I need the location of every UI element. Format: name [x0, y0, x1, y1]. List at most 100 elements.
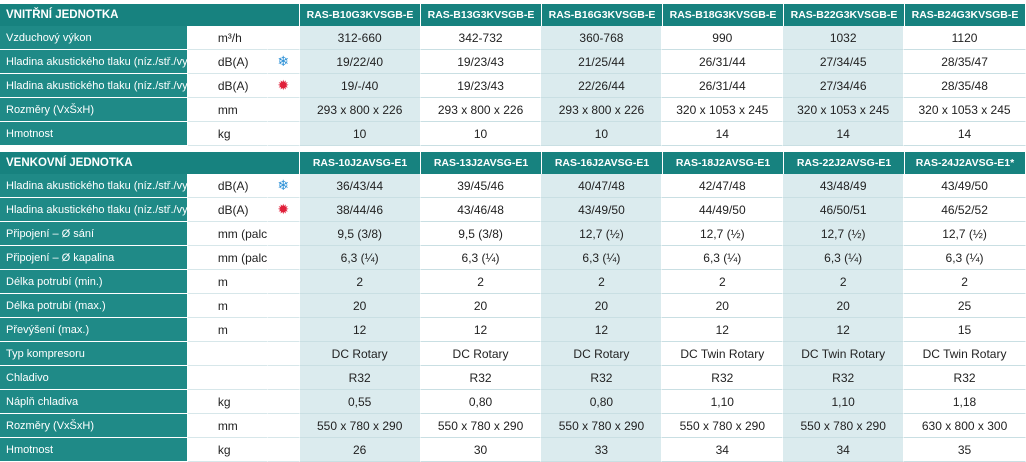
- row-unit: mm (palce): [187, 222, 268, 246]
- row-label: Rozměry (VxŠxH): [0, 414, 188, 438]
- value-cell: 12: [420, 318, 542, 342]
- value-cell: 42/47/48: [662, 174, 784, 198]
- snowflake-icon: ❄: [267, 50, 300, 74]
- value-cell: 990: [662, 26, 784, 50]
- value-cell: 19/-/40: [299, 74, 421, 98]
- row-label: Připojení – Ø kapalina: [0, 246, 188, 270]
- icon-cell: [267, 26, 300, 50]
- outdoor-model-1: RAS-10J2AVSG-E1: [300, 152, 421, 174]
- value-cell: 36/43/44: [299, 174, 421, 198]
- icon-cell: [267, 342, 300, 366]
- row-unit: kg: [187, 438, 268, 462]
- row-unit: mm: [187, 414, 268, 438]
- indoor-body: Vzduchový výkon m³/h 312-660 342-732 360-768…: [0, 26, 1026, 146]
- table-row: Převýšení (max.) m 12 12 12 12 12 15: [0, 318, 1026, 342]
- row-unit: mm: [187, 98, 268, 122]
- value-cell: 293 x 800 x 226: [541, 98, 663, 122]
- row-unit: kg: [187, 122, 268, 146]
- outdoor-body: Hladina akustického tlaku (níz./stř./vys…: [0, 174, 1026, 462]
- row-label: Typ kompresoru: [0, 342, 188, 366]
- row-unit: dB(A): [187, 174, 268, 198]
- row-label: Připojení – Ø sání: [0, 222, 188, 246]
- row-unit: m³/h: [187, 26, 268, 50]
- outdoor-model-5: RAS-22J2AVSG-E1: [784, 152, 905, 174]
- value-cell: DC Twin Rotary: [662, 342, 784, 366]
- value-cell: 14: [662, 122, 784, 146]
- value-cell: 14: [904, 122, 1026, 146]
- value-cell: 10: [299, 122, 421, 146]
- sun-icon: ✹: [267, 198, 300, 222]
- value-cell: 2: [299, 270, 421, 294]
- value-cell: 12,7 (½): [904, 222, 1026, 246]
- table-row: Typ kompresoru DC Rotary DC Rotary DC Rotar…: [0, 342, 1026, 366]
- value-cell: 30: [420, 438, 542, 462]
- value-cell: 2: [783, 270, 905, 294]
- indoor-model-3: RAS-B16G3KVSGB-E: [542, 4, 663, 26]
- value-cell: 630 x 800 x 300: [904, 414, 1026, 438]
- value-cell: 12,7 (½): [541, 222, 663, 246]
- indoor-model-2: RAS-B13G3KVSGB-E: [421, 4, 542, 26]
- icon-cell: [267, 98, 300, 122]
- value-cell: 550 x 780 x 290: [662, 414, 784, 438]
- table-row: Vzduchový výkon m³/h 312-660 342-732 360-768…: [0, 26, 1026, 50]
- value-cell: 1,18: [904, 390, 1026, 414]
- icon-cell: [267, 414, 300, 438]
- value-cell: 43/49/50: [904, 174, 1026, 198]
- indoor-model-4: RAS-B18G3KVSGB-E: [663, 4, 784, 26]
- icon-cell: [267, 246, 300, 270]
- row-label: Náplň chladiva: [0, 390, 188, 414]
- row-label: Hladina akustického tlaku (níz./stř./vys…: [0, 74, 188, 98]
- value-cell: 46/52/52: [904, 198, 1026, 222]
- value-cell: 26/31/44: [662, 74, 784, 98]
- table-row: Chladivo R32 R32 R32 R32 R32 R32: [0, 366, 1026, 390]
- value-cell: 12,7 (½): [783, 222, 905, 246]
- value-cell: 28/35/48: [904, 74, 1026, 98]
- value-cell: 550 x 780 x 290: [541, 414, 663, 438]
- value-cell: 12: [541, 318, 663, 342]
- value-cell: 19/23/43: [420, 50, 542, 74]
- value-cell: 6,3 (¼): [420, 246, 542, 270]
- table-row: Délka potrubí (max.) m 20 20 20 20 20 25: [0, 294, 1026, 318]
- icon-cell: [267, 222, 300, 246]
- value-cell: 1120: [904, 26, 1026, 50]
- value-cell: 550 x 780 x 290: [299, 414, 421, 438]
- value-cell: 40/47/48: [541, 174, 663, 198]
- value-cell: R32: [783, 366, 905, 390]
- row-label: Rozměry (VxŠxH): [0, 98, 188, 122]
- value-cell: 1,10: [783, 390, 905, 414]
- row-unit: [187, 366, 268, 390]
- value-cell: 43/49/50: [541, 198, 663, 222]
- value-cell: 34: [783, 438, 905, 462]
- value-cell: 10: [541, 122, 663, 146]
- row-label: Převýšení (max.): [0, 318, 188, 342]
- value-cell: 28/35/47: [904, 50, 1026, 74]
- outdoor-header-row: VENKOVNÍ JEDNOTKA RAS-10J2AVSG-E1 RAS-13…: [0, 152, 1026, 174]
- outdoor-title: VENKOVNÍ JEDNOTKA: [0, 152, 300, 174]
- indoor-unit-table: VNITŘNÍ JEDNOTKA RAS-B10G3KVSGB-E RAS-B1…: [0, 4, 1026, 146]
- value-cell: DC Rotary: [541, 342, 663, 366]
- value-cell: 0,80: [541, 390, 663, 414]
- row-label: Hladina akustického tlaku (níz./stř./vys…: [0, 174, 188, 198]
- value-cell: 320 x 1053 x 245: [662, 98, 784, 122]
- row-unit: m: [187, 294, 268, 318]
- icon-cell: [267, 366, 300, 390]
- value-cell: 6,3 (¼): [783, 246, 905, 270]
- value-cell: 34: [662, 438, 784, 462]
- row-unit: mm (palce): [187, 246, 268, 270]
- value-cell: 19/23/43: [420, 74, 542, 98]
- value-cell: 2: [541, 270, 663, 294]
- value-cell: 25: [904, 294, 1026, 318]
- row-unit: kg: [187, 390, 268, 414]
- value-cell: DC Rotary: [299, 342, 421, 366]
- row-unit: dB(A): [187, 198, 268, 222]
- icon-cell: [267, 122, 300, 146]
- value-cell: R32: [299, 366, 421, 390]
- indoor-model-5: RAS-B22G3KVSGB-E: [784, 4, 905, 26]
- value-cell: 43/48/49: [783, 174, 905, 198]
- row-unit: dB(A): [187, 74, 268, 98]
- value-cell: 20: [541, 294, 663, 318]
- row-label: Délka potrubí (max.): [0, 294, 188, 318]
- value-cell: 312-660: [299, 26, 421, 50]
